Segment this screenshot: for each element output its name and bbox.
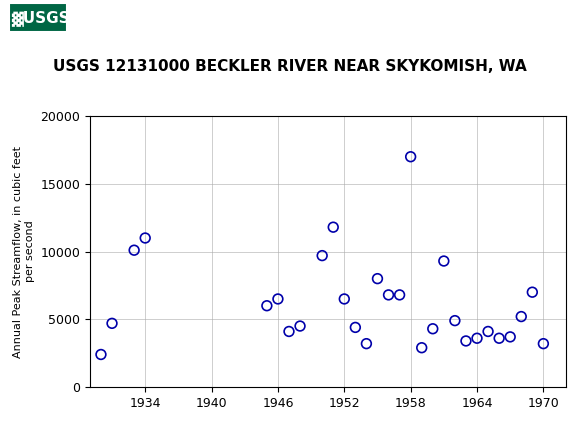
Point xyxy=(284,328,293,335)
Point xyxy=(317,252,327,259)
Point xyxy=(528,289,537,296)
Point xyxy=(329,224,338,230)
Point xyxy=(417,344,426,351)
Point xyxy=(351,324,360,331)
Point xyxy=(495,335,504,342)
Text: ▓USGS: ▓USGS xyxy=(12,10,70,25)
Point xyxy=(129,247,139,254)
Point xyxy=(362,340,371,347)
Point xyxy=(384,292,393,298)
Point xyxy=(428,326,437,332)
Y-axis label: Annual Peak Streamflow, in cubic feet
per second: Annual Peak Streamflow, in cubic feet pe… xyxy=(13,145,35,358)
Point xyxy=(461,338,470,344)
Point xyxy=(373,275,382,282)
Point xyxy=(262,302,271,309)
Point xyxy=(273,295,282,302)
Point xyxy=(506,333,515,340)
Point xyxy=(395,292,404,298)
Point xyxy=(450,317,459,324)
Point xyxy=(96,351,106,358)
Point xyxy=(472,335,481,342)
Point xyxy=(107,320,117,327)
Point xyxy=(517,313,526,320)
Point xyxy=(140,235,150,242)
Text: USGS 12131000 BECKLER RIVER NEAR SKYKOMISH, WA: USGS 12131000 BECKLER RIVER NEAR SKYKOMI… xyxy=(53,58,527,74)
Point xyxy=(539,340,548,347)
FancyBboxPatch shape xyxy=(9,3,67,32)
Point xyxy=(406,154,415,160)
Point xyxy=(439,258,448,264)
Point xyxy=(295,322,305,329)
Point xyxy=(484,328,493,335)
Point xyxy=(340,295,349,302)
